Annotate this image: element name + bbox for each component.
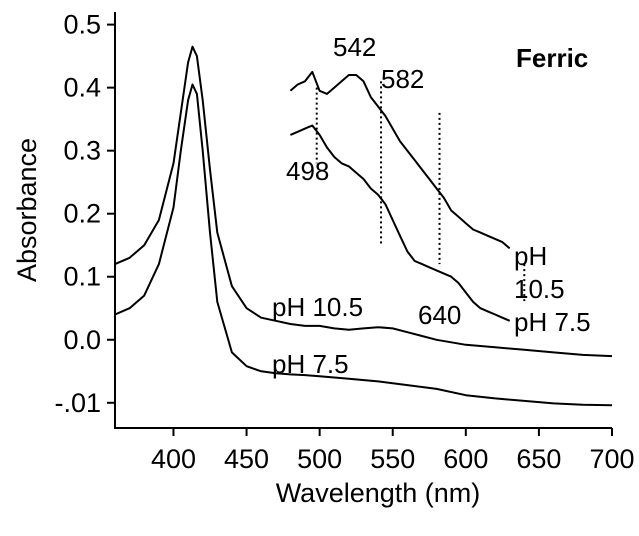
y-axis-ticks: -.01 0.0 0.1 0.2 0.3 0.4 0.5 (54, 10, 115, 418)
x-tick-label-500: 500 (297, 444, 342, 474)
y-axis-title: Absorbance (12, 138, 42, 282)
peak-label-640: 640 (418, 300, 461, 330)
y-tick-label-4: 0.3 (63, 136, 101, 166)
main-ph105-label: pH 10.5 (272, 292, 363, 322)
inset-ph75-label: pH 7.5 (514, 307, 591, 337)
ferric-label: Ferric (516, 43, 588, 73)
main-ph75-label: pH 7.5 (272, 349, 349, 379)
y-tick-label-6: 0.5 (63, 10, 101, 40)
peak-label-498: 498 (286, 156, 329, 186)
peak-label-582: 582 (381, 64, 424, 94)
series-line-4 (290, 124, 511, 322)
x-tick-label-400: 400 (151, 444, 196, 474)
y-tick-label-1: 0.0 (63, 325, 101, 355)
x-axis-title: Wavelength (nm) (276, 478, 481, 508)
peak-label-542: 542 (333, 32, 376, 62)
spectra-series (114, 45, 613, 407)
peak-marker-lines (315, 81, 526, 302)
x-tick-label-550: 550 (370, 444, 415, 474)
axes (114, 12, 612, 429)
y-tick-label-0: -.01 (54, 388, 101, 418)
series-line-1 (114, 45, 613, 358)
series-line-2 (114, 83, 613, 407)
axis-frame (114, 12, 612, 429)
x-tick-label-650: 650 (516, 444, 561, 474)
x-tick-label-700: 700 (589, 444, 634, 474)
x-axis-ticks: 400 450 500 550 600 650 700 (151, 428, 635, 474)
y-tick-label-5: 0.4 (63, 73, 101, 103)
inset-ph105-label-line1: pH (514, 241, 547, 271)
series-line-3 (289, 70, 511, 250)
x-tick-label-600: 600 (443, 444, 488, 474)
x-tick-label-450: 450 (224, 444, 269, 474)
y-tick-label-2: 0.1 (63, 262, 101, 292)
y-tick-label-3: 0.2 (63, 199, 101, 229)
inset-ph105-label-line2: 10.5 (514, 274, 565, 304)
